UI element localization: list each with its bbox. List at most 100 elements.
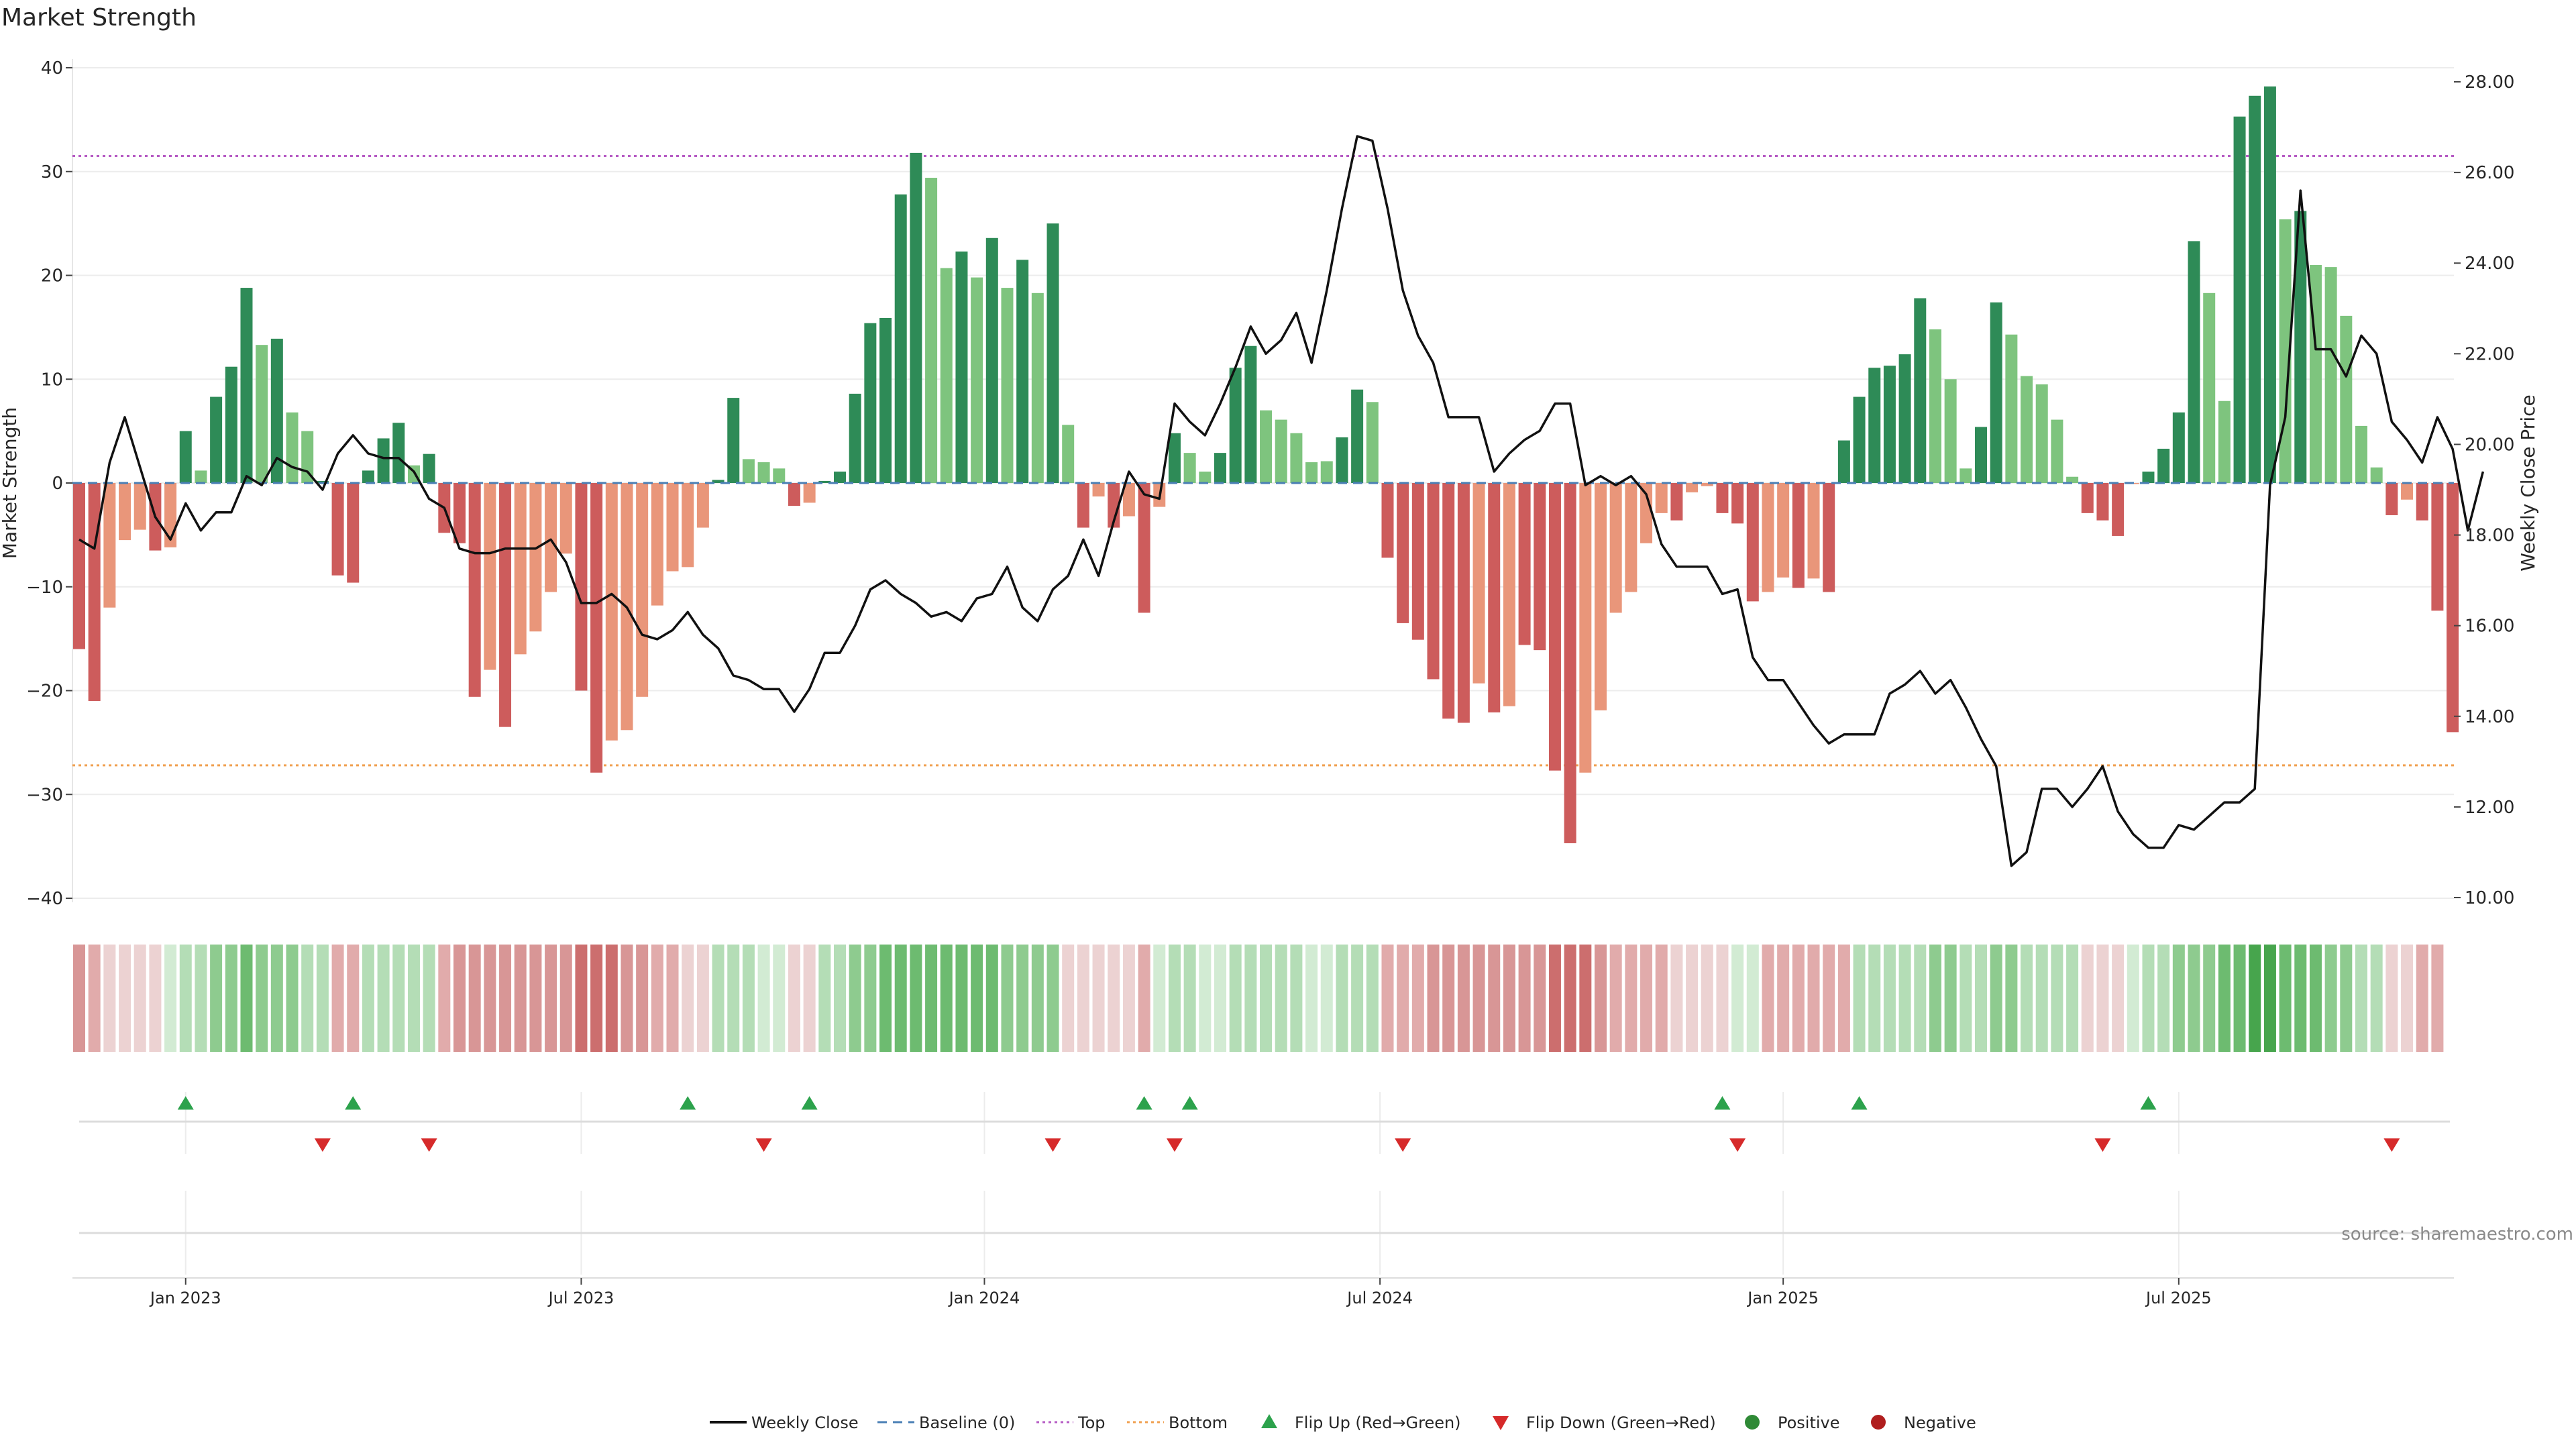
y-tick-label: 10 — [41, 370, 63, 390]
strip-cell — [636, 945, 649, 1052]
strength-bar — [1397, 483, 1409, 623]
strip-cell — [392, 945, 405, 1052]
y-axis-left: 40 30 20 10 0 −10 −20 −30 −40 — [26, 58, 72, 909]
flip-down-marker — [1166, 1138, 1183, 1152]
flip-up-marker — [1181, 1096, 1198, 1110]
strength-bar — [2005, 334, 2018, 483]
strength-bar — [2401, 483, 2414, 500]
strip-cell — [1275, 945, 1287, 1052]
strip-cell — [1883, 945, 1896, 1052]
strip-cell — [1548, 945, 1561, 1052]
strip-cell — [1336, 945, 1348, 1052]
strip-cell — [1762, 945, 1774, 1052]
strength-bar — [1518, 483, 1531, 645]
strength-bar — [2249, 95, 2261, 484]
strip-cell — [985, 945, 998, 1052]
strip-cell — [1381, 945, 1394, 1052]
strength-bar — [2431, 483, 2444, 611]
strength-bar — [1275, 419, 1287, 483]
strength-bar — [1199, 471, 1212, 483]
strip-cell — [1990, 945, 2002, 1052]
strength-bar — [864, 323, 877, 483]
strip-cell — [73, 945, 85, 1052]
strip-cell — [1244, 945, 1257, 1052]
strength-bar — [453, 483, 466, 543]
legend-label: Baseline (0) — [919, 1413, 1015, 1432]
strength-bar — [119, 483, 131, 541]
strength-bar — [270, 338, 283, 483]
strip-cell — [1108, 945, 1120, 1052]
y-tick-label: 0 — [52, 474, 63, 494]
strength-bar — [1108, 483, 1120, 528]
strength-bar — [2203, 292, 2216, 483]
strip-cell — [1290, 945, 1303, 1052]
strength-heat-strip — [73, 945, 2444, 1052]
strength-bar — [1670, 483, 1683, 521]
strength-bar — [362, 470, 374, 483]
strip-cell — [590, 945, 603, 1052]
strength-bar — [1823, 483, 1835, 592]
strip-cell — [1975, 945, 1987, 1052]
strip-cell — [2263, 945, 2276, 1052]
strip-cell — [1944, 945, 1957, 1052]
strength-bar — [1898, 354, 1911, 483]
strip-cell — [499, 945, 512, 1052]
y-tick-label: −40 — [26, 889, 63, 909]
strength-bar — [1214, 453, 1226, 483]
strip-cell — [301, 945, 314, 1052]
strength-bar — [818, 480, 831, 483]
strength-bar — [1046, 223, 1059, 483]
legend-label: Flip Down (Green→Red) — [1526, 1413, 1716, 1432]
strength-bar — [2355, 425, 2367, 483]
strip-cell — [133, 945, 146, 1052]
strip-cell — [910, 945, 922, 1052]
strip-cell — [1351, 945, 1364, 1052]
strip-cell — [1457, 945, 1470, 1052]
strength-bar — [514, 483, 527, 655]
source-note: source: sharemaestro.com — [2341, 1224, 2573, 1244]
legend-swatch-down — [1493, 1416, 1509, 1430]
strip-cell — [1031, 945, 1044, 1052]
strength-bar — [2324, 267, 2337, 483]
strength-bar — [666, 483, 679, 572]
strength-bar — [2218, 400, 2231, 483]
strength-bar — [1366, 402, 1379, 483]
strength-bar — [2263, 86, 2276, 484]
strength-bar — [1168, 433, 1181, 483]
strip-cell — [2035, 945, 2048, 1052]
strength-bar — [1975, 427, 1987, 483]
strength-bar — [2157, 448, 2170, 483]
strength-bar — [910, 152, 922, 483]
strength-bar — [727, 398, 740, 483]
strip-cell — [2385, 945, 2398, 1052]
strength-bar — [2172, 412, 2185, 483]
strip-cell — [362, 945, 374, 1052]
strength-bar — [1595, 483, 1607, 710]
legend-swatch-circle — [1745, 1415, 1760, 1430]
strip-cell — [696, 945, 709, 1052]
strip-cell — [1092, 945, 1105, 1052]
strip-cell — [1640, 945, 1653, 1052]
date-tick-label: Jan 2025 — [1746, 1289, 1819, 1307]
strength-bar — [2051, 419, 2063, 483]
strip-cell — [2279, 945, 2292, 1052]
strength-bar — [1716, 483, 1729, 513]
strength-bar — [392, 423, 405, 483]
strip-cell — [1579, 945, 1592, 1052]
strip-cell — [195, 945, 207, 1052]
strip-cell — [1777, 945, 1790, 1052]
strength-bar — [2370, 467, 2383, 483]
strength-bar — [2035, 384, 2048, 483]
strength-bar — [468, 483, 481, 697]
strip-cell — [88, 945, 101, 1052]
strip-cell — [2112, 945, 2125, 1052]
strength-bar — [347, 483, 360, 583]
legend-label: Negative — [1904, 1413, 1976, 1432]
y2-tick-label: 26.00 — [2465, 163, 2514, 183]
date-tick-label: Jul 2024 — [1346, 1289, 1413, 1307]
strength-bar — [2096, 483, 2109, 521]
strip-cell — [453, 945, 466, 1052]
strength-bar — [2112, 483, 2125, 536]
strip-cell — [1701, 945, 1713, 1052]
strength-bar — [484, 483, 496, 670]
